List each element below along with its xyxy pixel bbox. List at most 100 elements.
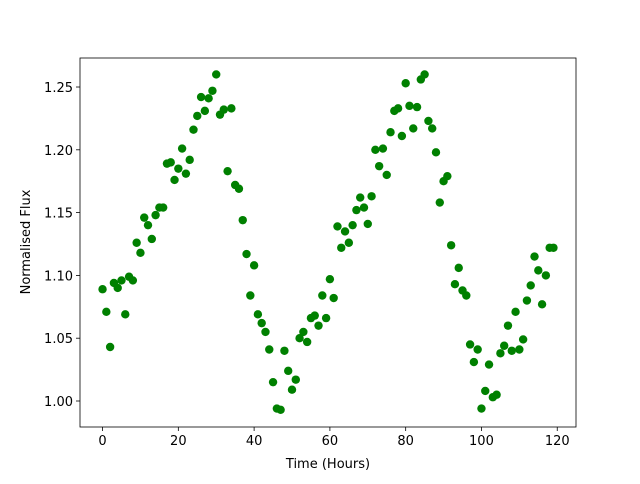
point (393, 104, 403, 113)
point (344, 238, 354, 247)
point (435, 198, 444, 207)
y-tick-label: 1.15 (44, 207, 73, 222)
point (208, 86, 217, 95)
point (295, 334, 304, 343)
point (314, 321, 323, 330)
point (352, 205, 361, 215)
point (246, 291, 255, 300)
point (484, 360, 494, 369)
point (378, 144, 388, 153)
point (492, 390, 501, 399)
point (170, 175, 179, 185)
x-axis-label: Time (Hours) (285, 457, 370, 472)
point (310, 311, 319, 320)
point (276, 405, 285, 414)
x-tick-label: 100 (469, 434, 494, 449)
point (537, 300, 547, 309)
point (431, 148, 441, 157)
point (249, 261, 259, 270)
y-tick-label: 1.00 (44, 395, 73, 410)
point (117, 276, 126, 285)
point (291, 375, 300, 384)
point (242, 249, 251, 259)
point (534, 266, 543, 275)
point (105, 342, 115, 352)
point (518, 335, 528, 344)
point (424, 116, 433, 126)
point (409, 124, 418, 133)
point (268, 377, 278, 387)
point (136, 248, 145, 257)
y-tick-label: 1.20 (44, 144, 73, 159)
point (428, 124, 437, 133)
point (420, 70, 429, 79)
point (405, 101, 414, 111)
point (321, 313, 331, 323)
point (522, 296, 532, 305)
point (446, 241, 456, 250)
point (530, 252, 539, 261)
point (147, 234, 157, 244)
point (284, 366, 293, 376)
point (496, 349, 505, 358)
point (128, 276, 138, 285)
point (526, 281, 535, 290)
point (333, 222, 342, 231)
point (200, 106, 210, 116)
x-tick-label: 80 (397, 434, 414, 449)
point (193, 111, 202, 121)
point (257, 318, 266, 328)
point (374, 161, 384, 171)
point (140, 213, 149, 222)
point (185, 155, 194, 165)
point (121, 310, 130, 319)
point (113, 283, 122, 293)
point (174, 164, 183, 173)
x-tick-label: 20 (170, 434, 187, 449)
point (318, 291, 327, 300)
point (337, 243, 346, 252)
point (481, 386, 490, 396)
point (473, 345, 482, 354)
y-axis-label: Normalised Flux (19, 189, 34, 294)
point (253, 310, 263, 319)
point (151, 210, 160, 220)
x-tick-label: 40 (246, 434, 263, 449)
y-tick-label: 1.05 (44, 332, 73, 347)
point (212, 70, 221, 79)
point (401, 79, 410, 88)
point (450, 279, 460, 289)
x-tick-label: 60 (322, 434, 339, 449)
plot-frame (79, 57, 577, 428)
point (356, 193, 365, 202)
point (219, 105, 228, 114)
point (177, 144, 187, 153)
point (454, 263, 463, 273)
point (397, 131, 407, 141)
point (227, 104, 236, 113)
point (102, 307, 111, 317)
point (515, 345, 524, 354)
point (363, 219, 372, 229)
point (329, 293, 338, 303)
point (541, 271, 551, 280)
point (549, 243, 558, 252)
point (181, 169, 191, 178)
y-tick-label: 1.25 (44, 81, 73, 96)
point (359, 203, 369, 212)
point (132, 238, 141, 247)
point (443, 171, 452, 181)
point (196, 92, 206, 102)
point (189, 125, 198, 134)
point (158, 203, 168, 212)
y-tick-label: 1.10 (44, 269, 73, 284)
point (507, 346, 516, 355)
point (223, 166, 232, 176)
point (367, 192, 376, 201)
point (462, 291, 471, 300)
point (469, 357, 479, 367)
point (325, 274, 335, 284)
point (382, 170, 391, 180)
point (98, 285, 107, 294)
